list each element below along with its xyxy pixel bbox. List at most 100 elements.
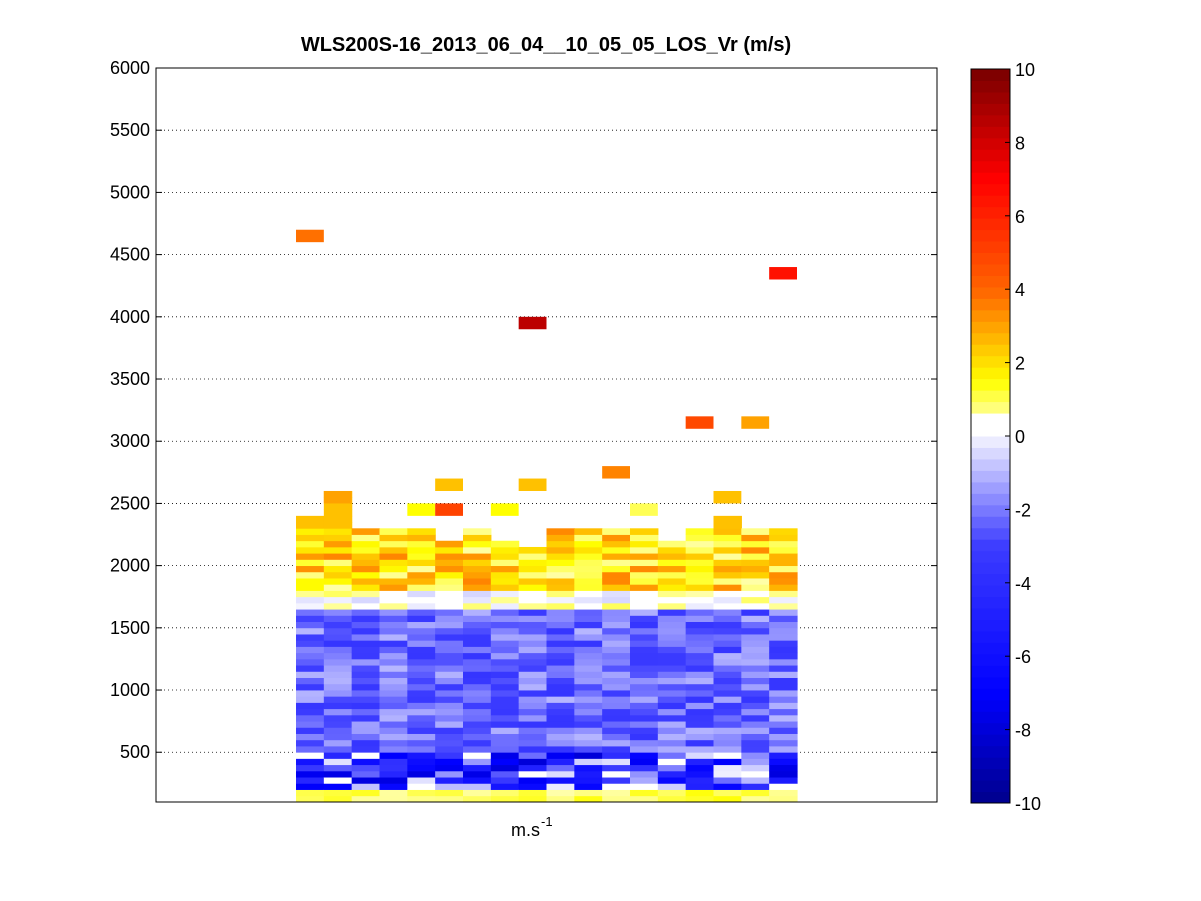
heatmap-cell <box>657 540 687 548</box>
heatmap-cell <box>630 596 659 604</box>
heatmap-cell <box>296 534 325 542</box>
heatmap-cell <box>602 609 631 616</box>
heatmap-cell <box>685 746 715 753</box>
heatmap-cell <box>379 708 408 716</box>
heatmap-cell <box>574 590 603 598</box>
heatmap-cell <box>769 546 798 554</box>
heatmap-cell <box>602 571 631 579</box>
heatmap-cell <box>602 578 631 585</box>
heatmap-cell <box>741 789 770 797</box>
heatmap-cell <box>463 565 492 573</box>
heatmap-cell <box>574 714 603 722</box>
heatmap-cell <box>379 652 408 660</box>
heatmap-cell <box>407 565 436 573</box>
heatmap-cell <box>463 578 492 585</box>
heatmap-cell <box>490 646 520 654</box>
heatmap-cell <box>713 758 742 766</box>
heatmap-cell <box>490 671 520 678</box>
heatmap-cell <box>463 621 492 629</box>
heatmap-isolated-cell <box>323 490 352 504</box>
heatmap-cell <box>685 534 715 542</box>
heatmap-cell <box>630 783 659 790</box>
heatmap-cell <box>323 702 353 710</box>
heatmap-cell <box>741 615 770 623</box>
heatmap-cell <box>435 764 464 772</box>
colorbar-swatch <box>971 69 1010 81</box>
heatmap-cell <box>685 627 715 635</box>
heatmap-cell <box>296 596 325 604</box>
heatmap-cell <box>574 696 603 703</box>
heatmap-cell <box>435 739 464 747</box>
heatmap-cell <box>296 727 325 734</box>
heatmap-cell <box>602 752 631 759</box>
heatmap-cell <box>351 559 381 567</box>
heatmap-cell <box>518 640 548 647</box>
heatmap-cell <box>713 739 742 747</box>
heatmap-cell <box>657 696 687 703</box>
heatmap-cell <box>685 640 715 647</box>
heatmap-cell <box>630 752 659 759</box>
heatmap-cell <box>769 646 798 654</box>
heatmap-cell <box>546 746 575 753</box>
heatmap-cell <box>379 677 408 685</box>
heatmap-cell <box>351 721 381 728</box>
heatmap-cell <box>407 777 436 784</box>
heatmap-cell <box>657 714 687 722</box>
heatmap-cell <box>463 652 492 660</box>
heatmap-cell <box>463 795 492 803</box>
heatmap-cell <box>685 752 715 759</box>
heatmap-cell <box>713 721 742 728</box>
heatmap-cell <box>630 696 659 703</box>
heatmap-cell <box>741 683 770 691</box>
heatmap-cell <box>741 621 770 629</box>
heatmap-cell <box>323 764 353 772</box>
heatmap-cell <box>741 671 770 678</box>
heatmap-cell <box>490 627 520 635</box>
y-axis: 500 1000 1500 2000 2500 3000 3500 4000 4500 5000 5… <box>110 58 937 762</box>
heatmap-cell <box>323 758 353 766</box>
heatmap-cell <box>630 602 659 610</box>
heatmap-cell <box>435 758 464 766</box>
heatmap-cell <box>351 777 381 784</box>
heatmap-cell <box>657 646 687 654</box>
heatmap-cell <box>351 658 381 666</box>
colorbar-swatch <box>971 539 1010 552</box>
heatmap-cell <box>741 764 770 772</box>
heatmap-cell <box>490 746 520 753</box>
heatmap-cell <box>574 578 603 585</box>
colorbar-swatch <box>971 493 1010 506</box>
heatmap-cell <box>351 739 381 747</box>
heatmap-cell <box>379 553 408 560</box>
heatmap-cell <box>769 615 798 623</box>
heatmap-cell <box>296 690 325 697</box>
heatmap-cell <box>490 777 520 784</box>
colorbar-swatch <box>971 619 1010 632</box>
heatmap-cell <box>518 683 548 691</box>
heatmap-cell <box>657 640 687 647</box>
heatmap-cell <box>323 677 353 685</box>
heatmap-isolated-cell <box>630 503 658 516</box>
colorbar-swatch <box>971 458 1010 471</box>
heatmap-cell <box>713 590 742 598</box>
heatmap-cell <box>463 714 492 722</box>
heatmap-cell <box>323 671 353 678</box>
heatmap-cell <box>713 671 742 678</box>
heatmap-cell <box>630 652 659 660</box>
heatmap-cell <box>490 758 520 766</box>
colorbar-swatch <box>971 91 1010 104</box>
colorbar-swatch <box>971 527 1010 540</box>
heatmap-cell <box>296 683 325 691</box>
colorbar-swatch <box>971 573 1010 586</box>
heatmap-cell <box>463 702 492 710</box>
heatmap-cell <box>685 665 715 672</box>
heatmap-cell <box>546 789 575 797</box>
heatmap-cell <box>463 546 492 554</box>
heatmap-cell <box>435 615 464 623</box>
heatmap-cell <box>490 621 520 629</box>
heatmap-cell <box>351 640 381 647</box>
heatmap-cell <box>490 665 520 672</box>
heatmap-cell <box>296 671 325 678</box>
heatmap-cell <box>630 578 659 585</box>
heatmap-cell <box>546 721 575 728</box>
heatmap-cell <box>546 590 575 598</box>
